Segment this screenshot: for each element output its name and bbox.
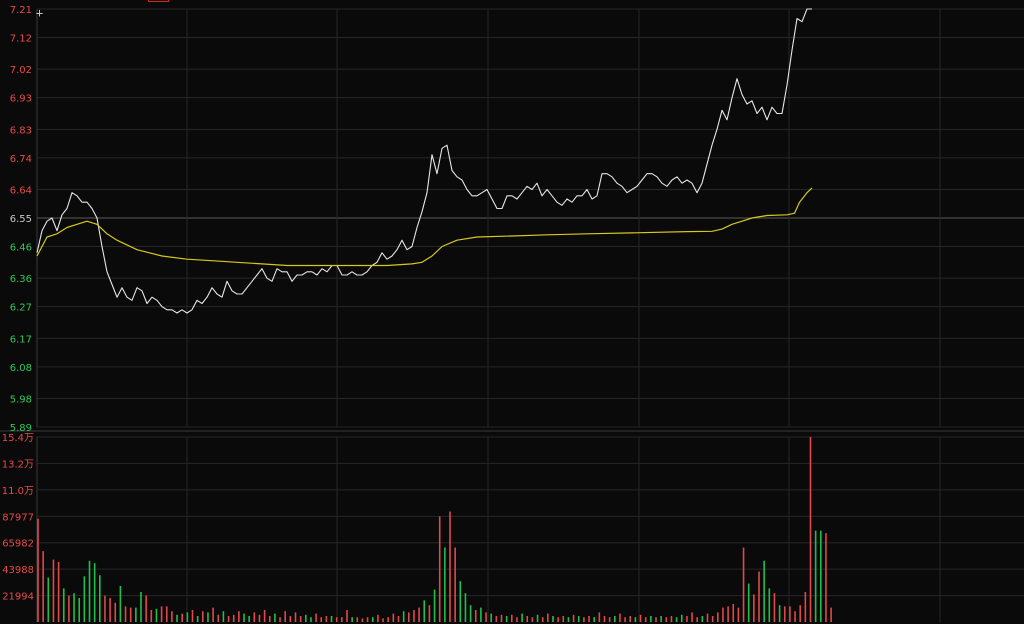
volume-bars [37, 437, 832, 622]
price-axis: 7.21 7.12 7.02 6.93 6.83 6.74 6.64 6.55 6.46 6.36… [10, 5, 32, 434]
price-tick-label: 6.46 [10, 243, 32, 254]
price-tick-label: 6.55 [10, 214, 32, 225]
price-tick-label: 7.21 [10, 5, 32, 16]
price-tick-label: 6.27 [10, 303, 32, 314]
price-tick-label: 6.36 [10, 274, 32, 285]
crosshair-icon[interactable]: + [35, 6, 44, 20]
volume-tick-label: 15.4万 [2, 433, 34, 444]
price-lines [36, 8, 813, 314]
volume-grid [36, 436, 1024, 622]
volume-tick-label: 65982 [2, 539, 34, 550]
price-tick-label: 5.89 [10, 423, 32, 434]
volume-axis: 15.4万 13.2万 11.0万 87977 65982 43988 21994 [2, 433, 34, 603]
price-tick-label: 6.93 [10, 94, 32, 105]
volume-tick-label: 43988 [2, 565, 34, 576]
average-price-line [36, 187, 813, 267]
price-grid [0, 8, 1024, 432]
volume-tick-label: 21994 [2, 592, 34, 603]
indicator-tab[interactable] [148, 0, 169, 2]
price-tick-label: 5.98 [10, 395, 32, 406]
price-tick-label: 6.64 [10, 186, 32, 197]
price-tick-label: 6.08 [10, 363, 32, 374]
volume-tick-label: 11.0万 [2, 486, 34, 497]
volume-tick-label: 87977 [2, 512, 34, 523]
price-tick-label: 6.83 [10, 125, 32, 136]
volume-tick-label: 13.2万 [2, 459, 34, 470]
price-tick-label: 6.74 [10, 154, 32, 165]
price-tick-label: 6.17 [10, 334, 32, 345]
price-line [36, 8, 812, 314]
price-tick-label: 7.02 [10, 65, 32, 76]
price-tick-label: 7.12 [10, 34, 32, 45]
